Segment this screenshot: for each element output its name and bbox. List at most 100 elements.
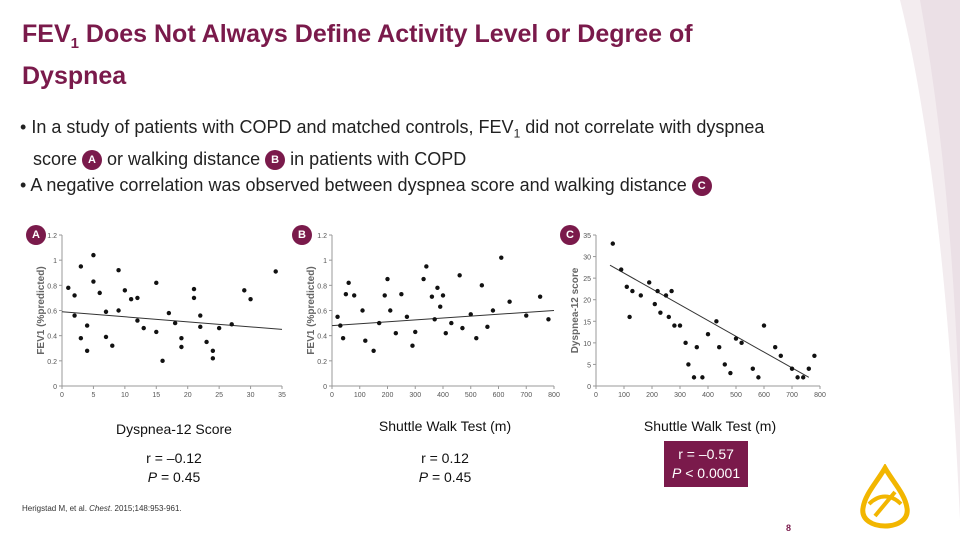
data-point xyxy=(399,291,404,297)
data-point xyxy=(655,288,660,294)
data-point xyxy=(135,318,140,323)
data-point xyxy=(210,356,216,361)
bullet-1-part2: did not correlate with dyspnea xyxy=(520,117,765,137)
data-point xyxy=(393,330,399,336)
x-tick-label: 30 xyxy=(247,392,255,399)
data-point xyxy=(677,323,683,328)
data-point xyxy=(154,280,159,286)
data-point xyxy=(110,343,115,348)
data-point xyxy=(385,276,390,282)
chart-a-r: r = –0.12 xyxy=(146,450,202,466)
data-point xyxy=(443,330,448,336)
chart-b-stats: r = 0.12 P = 0.45 xyxy=(370,449,520,487)
chart-c-r: r = –0.57 xyxy=(678,446,734,462)
data-point xyxy=(700,375,705,380)
data-point xyxy=(647,280,652,285)
data-point xyxy=(669,288,674,294)
data-point xyxy=(524,313,529,318)
data-point xyxy=(468,312,473,317)
y-axis-label: FEV1 (%predicted) xyxy=(306,266,317,354)
data-point xyxy=(479,283,485,288)
y-tick-label: 0.2 xyxy=(47,359,57,366)
data-point xyxy=(739,340,744,346)
x-tick-label: 300 xyxy=(674,392,686,399)
data-point xyxy=(84,348,90,353)
data-point xyxy=(204,339,209,345)
data-point xyxy=(103,309,109,314)
data-point xyxy=(382,293,387,298)
x-tick-label: 400 xyxy=(437,392,449,399)
data-point xyxy=(507,299,512,304)
y-tick-label: 1.2 xyxy=(317,233,327,240)
data-point xyxy=(78,264,84,269)
x-tick-label: 400 xyxy=(702,392,714,399)
badge-a-panel: A xyxy=(26,225,46,245)
bullet-2: • A negative correlation was observed be… xyxy=(20,173,880,198)
data-point xyxy=(273,269,278,274)
data-point xyxy=(733,336,739,341)
trend-line xyxy=(331,310,555,327)
y-axis-label: Dyspnea-12 score xyxy=(570,267,581,353)
data-point xyxy=(97,290,102,296)
citation-authors: Herigstad M, et al. xyxy=(22,504,90,513)
data-point xyxy=(610,241,615,246)
badge-c-panel: C xyxy=(560,225,580,245)
data-point xyxy=(694,344,699,350)
badge-a-inline: A xyxy=(82,149,103,170)
trend-line xyxy=(609,264,810,378)
y-tick-label: 1 xyxy=(323,258,327,265)
data-point xyxy=(485,324,490,330)
data-point xyxy=(191,286,197,292)
title-rest: Does Not Always Define Activity Level or… xyxy=(78,20,693,48)
chart-b: 0 0.2 0.4 0.6 0.8 1 1.2 0 100 200 300 400 500 600 700 8… xyxy=(306,233,560,399)
chart-b-p-value: = 0.45 xyxy=(428,469,472,485)
chart-a-p-value: = 0.45 xyxy=(157,469,201,485)
data-point xyxy=(91,252,96,258)
data-point xyxy=(343,291,349,297)
x-tick-label: 300 xyxy=(409,392,421,399)
y-tick-label: 0 xyxy=(587,384,591,391)
x-tick-label: 600 xyxy=(758,392,770,399)
data-point xyxy=(404,314,410,319)
data-point xyxy=(683,340,688,346)
data-point xyxy=(429,294,435,299)
data-point xyxy=(778,353,783,358)
data-point xyxy=(242,288,247,293)
y-tick-label: 0.6 xyxy=(47,309,57,316)
data-point xyxy=(801,375,806,380)
data-point xyxy=(424,264,429,269)
data-point xyxy=(371,348,376,353)
data-point xyxy=(154,329,159,335)
data-point xyxy=(84,323,90,328)
y-tick-label: 0 xyxy=(53,384,57,391)
x-tick-label: 0 xyxy=(594,392,598,399)
data-point xyxy=(179,335,184,341)
data-point xyxy=(438,304,443,309)
data-point xyxy=(229,322,234,327)
y-tick-label: 1 xyxy=(53,258,57,265)
data-point xyxy=(410,343,415,348)
badge-c-inline: C xyxy=(691,176,712,197)
data-point xyxy=(216,325,222,331)
bullet-2-marker: • xyxy=(20,175,27,195)
bullet-2-text: A negative correlation was observed betw… xyxy=(30,175,687,195)
data-point xyxy=(172,320,178,326)
x-tick-label: 35 xyxy=(278,392,286,399)
bullet-1-part1: In a study of patients with COPD and mat… xyxy=(31,117,514,137)
data-point xyxy=(652,301,657,307)
y-tick-label: 25 xyxy=(583,276,591,283)
data-point xyxy=(812,353,817,358)
data-point xyxy=(335,314,340,319)
x-tick-label: 0 xyxy=(60,392,64,399)
data-point xyxy=(663,293,669,298)
data-point xyxy=(705,332,711,337)
y-tick-label: 0.6 xyxy=(317,309,327,316)
data-point xyxy=(750,366,755,371)
citation: Herigstad M, et al. Chest. 2015;148:953-… xyxy=(22,504,182,513)
title-subscript: 1 xyxy=(70,35,79,52)
data-point xyxy=(672,323,677,328)
page-number: 8 xyxy=(786,523,792,533)
y-tick-label: 1.2 xyxy=(47,233,57,240)
data-point xyxy=(116,308,121,313)
chart-b-r: r = 0.12 xyxy=(421,450,469,466)
